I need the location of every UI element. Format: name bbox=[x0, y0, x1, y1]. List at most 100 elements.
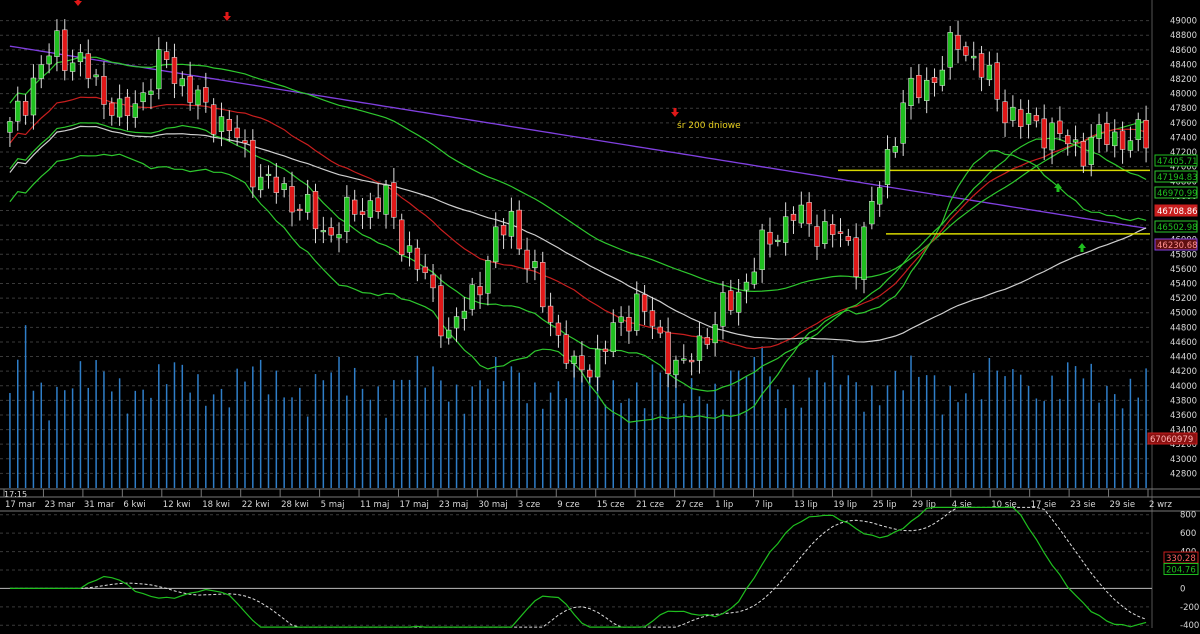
volume-bar bbox=[369, 399, 372, 488]
price-tick-label: 48600 bbox=[1170, 46, 1197, 56]
volume-bar bbox=[565, 398, 567, 488]
osc-value-label: 330.28 bbox=[1166, 554, 1196, 564]
volume-bar bbox=[792, 384, 795, 488]
volume-bar bbox=[808, 377, 810, 488]
volume-bar bbox=[871, 385, 873, 488]
bull-candle bbox=[148, 90, 154, 95]
volume-bar bbox=[283, 397, 285, 488]
volume-bar bbox=[1113, 394, 1116, 488]
price-tick-label: 45400 bbox=[1170, 280, 1197, 290]
price-tick-label: 45600 bbox=[1170, 265, 1197, 275]
bear-candle bbox=[1033, 115, 1040, 122]
volume-bar bbox=[236, 368, 238, 488]
bear-candle bbox=[1065, 135, 1071, 145]
volume-bar bbox=[24, 325, 27, 488]
volume-bar bbox=[150, 397, 152, 488]
osc-tick-label: -200 bbox=[1180, 603, 1199, 613]
volume-bar bbox=[173, 362, 176, 488]
volume-bar bbox=[1051, 375, 1053, 488]
volume-bar bbox=[589, 367, 591, 488]
bear-candle bbox=[289, 186, 295, 213]
price-labels: 47405.71 47194.83 46970.99 46708.86 46502.98… bbox=[1147, 154, 1198, 445]
sell-arrow bbox=[671, 108, 679, 117]
volume-bar bbox=[165, 384, 168, 488]
bull-candle bbox=[383, 184, 389, 215]
volume-bar bbox=[541, 408, 544, 488]
bull-candle bbox=[986, 64, 993, 81]
volume-bar bbox=[1027, 386, 1030, 488]
volume-bar bbox=[824, 382, 826, 488]
bull-candle bbox=[743, 281, 750, 291]
bull-candle bbox=[54, 30, 60, 57]
volume-label: 67060979 bbox=[1150, 435, 1193, 445]
volume-bar bbox=[338, 356, 340, 488]
date-label: 31 mar bbox=[84, 500, 115, 510]
volume-bar bbox=[706, 403, 709, 488]
bear-candle bbox=[955, 34, 961, 50]
volume-bar bbox=[330, 372, 332, 488]
volume-bar bbox=[408, 379, 411, 488]
volume-bar bbox=[259, 359, 262, 488]
bull-candle bbox=[720, 292, 726, 327]
annotation-label: śr 200 dniowe bbox=[677, 120, 741, 131]
buy-arrow bbox=[1078, 243, 1086, 252]
bear-candle bbox=[210, 104, 217, 135]
date-label: 15 cze bbox=[597, 500, 625, 510]
price-tick-label: 47800 bbox=[1170, 104, 1197, 114]
bear-candle bbox=[837, 231, 844, 234]
osc-tick-label: 600 bbox=[1180, 529, 1196, 539]
bull-candle bbox=[618, 316, 624, 323]
volume-bar bbox=[502, 381, 505, 488]
volume-bar bbox=[56, 386, 58, 488]
volume-bar bbox=[111, 391, 113, 488]
bull-candle bbox=[822, 221, 828, 245]
date-label: 23 maj bbox=[439, 500, 468, 510]
volume-bar bbox=[957, 402, 959, 488]
ma-white-line bbox=[9, 125, 1147, 343]
volume-bar bbox=[158, 364, 160, 488]
volume-bar bbox=[126, 413, 129, 488]
volume-bar bbox=[353, 367, 356, 488]
bear-candle bbox=[790, 213, 797, 221]
bear-candle bbox=[312, 191, 319, 230]
volume-bar bbox=[299, 387, 301, 488]
bull-candle bbox=[673, 359, 679, 376]
signal-line bbox=[9, 506, 1147, 628]
price-label-box bbox=[1154, 220, 1198, 233]
volume-bar bbox=[1082, 378, 1085, 488]
bull-candle bbox=[924, 79, 930, 101]
volume-bar bbox=[479, 380, 481, 488]
bear-candle bbox=[163, 51, 170, 60]
price-tick-label: 48000 bbox=[1170, 90, 1197, 100]
volume-bar bbox=[95, 360, 97, 488]
volume-bar bbox=[996, 370, 998, 488]
date-label: 6 kwi bbox=[123, 500, 145, 510]
volume-bar bbox=[925, 375, 928, 488]
volume-bars bbox=[9, 325, 1147, 488]
bull-candle bbox=[571, 355, 577, 364]
osc-tick-label: 0 bbox=[1180, 584, 1185, 594]
volume-bar bbox=[1090, 363, 1092, 488]
bull-candle bbox=[46, 55, 52, 65]
bull-candle bbox=[735, 291, 742, 313]
volume-bar bbox=[306, 416, 309, 488]
volume-bar bbox=[103, 371, 105, 488]
bear-candle bbox=[641, 294, 648, 312]
date-label: 23 mar bbox=[44, 500, 75, 510]
bear-candle bbox=[1119, 130, 1126, 150]
price-tick-label: 47400 bbox=[1170, 133, 1197, 143]
volume-bar bbox=[894, 370, 897, 488]
volume-bar bbox=[71, 388, 74, 488]
volume-bar bbox=[432, 366, 434, 488]
price-label-box bbox=[1154, 186, 1198, 199]
osc-tick-label: 800 bbox=[1180, 511, 1196, 521]
bull-candle bbox=[15, 100, 21, 122]
volume-bar bbox=[714, 383, 716, 488]
bear-candle bbox=[250, 139, 256, 188]
bear-candle bbox=[587, 369, 593, 378]
volume-bar bbox=[487, 388, 489, 488]
volume-bar bbox=[730, 370, 732, 488]
volume-bar bbox=[620, 402, 622, 488]
bear-candle bbox=[500, 225, 507, 236]
